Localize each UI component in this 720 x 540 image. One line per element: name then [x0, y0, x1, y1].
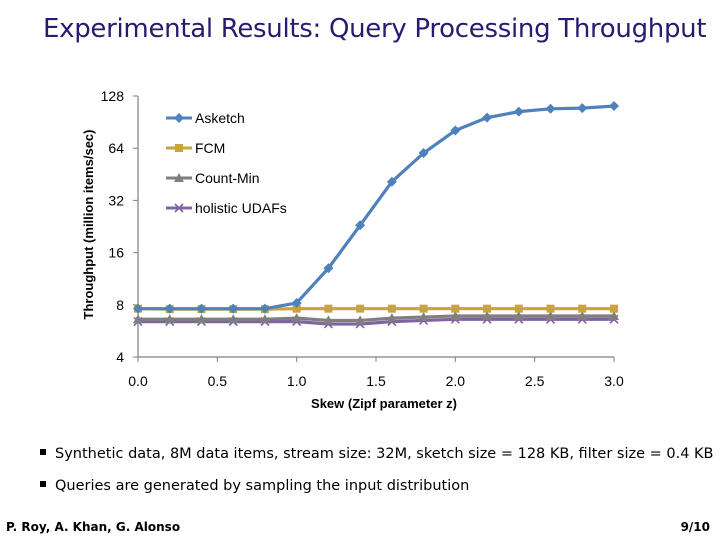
- legend-marker: [174, 113, 184, 123]
- data-point: [386, 176, 397, 187]
- data-point: [196, 314, 207, 324]
- x-tick-label: 1.5: [366, 373, 386, 389]
- y-tick-label: 8: [116, 297, 124, 313]
- data-point: [451, 304, 460, 313]
- data-point: [259, 303, 270, 314]
- legend-label: Asketch: [195, 110, 245, 126]
- data-point: [609, 101, 619, 112]
- data-point: [482, 310, 493, 320]
- legend-entry: Count-Min: [166, 170, 260, 186]
- data-point: [355, 220, 366, 231]
- series-count-min: [133, 310, 619, 325]
- data-point: [355, 315, 366, 325]
- series-line: [138, 104, 615, 311]
- data-point: [386, 313, 397, 323]
- data-point: [450, 125, 461, 136]
- data-point: [164, 314, 175, 324]
- y-axis-label: Throughput (million items/sec): [81, 130, 96, 320]
- x-tick-label: 3.0: [604, 373, 624, 389]
- data-point: [514, 304, 523, 313]
- data-point: [450, 310, 461, 320]
- x-tick-label: 0.0: [128, 373, 148, 389]
- data-point: [259, 314, 270, 324]
- data-point: [483, 304, 492, 313]
- data-point: [513, 310, 524, 320]
- y-tick-label: 128: [101, 88, 125, 104]
- data-point: [323, 263, 334, 274]
- legend-entry: FCM: [166, 140, 225, 156]
- data-point: [513, 106, 524, 117]
- data-point: [292, 304, 301, 313]
- x-axis-label: Skew (Zipf parameter z): [311, 396, 457, 411]
- bullet-item-2: Queries are generated by sampling the in…: [40, 478, 469, 494]
- legend-marker: [174, 203, 184, 213]
- chart-series: [133, 101, 619, 329]
- data-point: [324, 304, 333, 313]
- x-tick-label: 2.0: [446, 373, 466, 389]
- x-tick-label: 0.5: [208, 373, 228, 389]
- bullet-text: Queries are generated by sampling the in…: [55, 478, 470, 494]
- y-tick-label: 64: [108, 140, 124, 156]
- data-point: [133, 303, 143, 314]
- data-point: [610, 304, 618, 313]
- data-point: [578, 304, 587, 313]
- data-point: [545, 310, 556, 320]
- throughput-chart: 4 8 16 32 64 128 0.0 0.5 1.0 1.5 2.0 2.5 3.0 Skew (Zi…: [81, 88, 624, 411]
- data-point: [356, 304, 365, 313]
- series-line: [138, 317, 614, 326]
- data-point: [577, 310, 588, 320]
- legend-label: FCM: [195, 140, 225, 156]
- data-point: [577, 103, 588, 114]
- data-point: [482, 112, 493, 123]
- x-tick-label: 2.5: [525, 373, 545, 389]
- legend-marker: [175, 144, 183, 152]
- data-point: [133, 314, 143, 324]
- bullet-square-icon: [40, 449, 46, 455]
- chart-legend: Asketch FCM Count-Min holistic UDAFs: [166, 110, 287, 216]
- data-point: [228, 303, 239, 314]
- data-point: [545, 103, 556, 114]
- data-point: [291, 313, 302, 323]
- legend-label: holistic UDAFs: [195, 200, 287, 216]
- bullet-square-icon: [40, 481, 46, 487]
- y-tick-label: 4: [116, 349, 124, 365]
- data-point: [323, 315, 334, 325]
- data-point: [418, 148, 429, 159]
- data-point: [164, 303, 175, 314]
- data-point: [387, 304, 396, 313]
- data-point: [418, 312, 429, 322]
- series-line: [138, 314, 614, 323]
- data-point: [609, 310, 619, 320]
- legend-entry: holistic UDAFs: [166, 200, 287, 216]
- chart-axes: 4 8 16 32 64 128 0.0 0.5 1.0 1.5 2.0 2.5 3.0 Skew (Zi…: [81, 88, 624, 411]
- bullet-item-1: Synthetic data, 8M data items, stream si…: [40, 446, 714, 462]
- legend-label: Count-Min: [195, 170, 260, 186]
- data-point: [546, 304, 555, 313]
- data-point: [419, 304, 428, 313]
- slide-title: Experimental Results: Query Processing T…: [43, 14, 707, 44]
- legend-entry: Asketch: [166, 110, 245, 126]
- legend-marker: [174, 173, 184, 182]
- data-point: [291, 297, 302, 308]
- data-point: [196, 303, 207, 314]
- bullet-text: Synthetic data, 8M data items, stream si…: [55, 446, 714, 462]
- footer-authors: P. Roy, A. Khan, G. Alonso: [6, 520, 181, 534]
- footer-page-number: 9/10: [680, 520, 710, 534]
- y-tick-label: 32: [108, 192, 124, 208]
- y-tick-label: 16: [108, 245, 124, 261]
- x-tick-label: 1.0: [287, 373, 307, 389]
- data-point: [228, 314, 239, 324]
- series-asketch: [133, 101, 619, 314]
